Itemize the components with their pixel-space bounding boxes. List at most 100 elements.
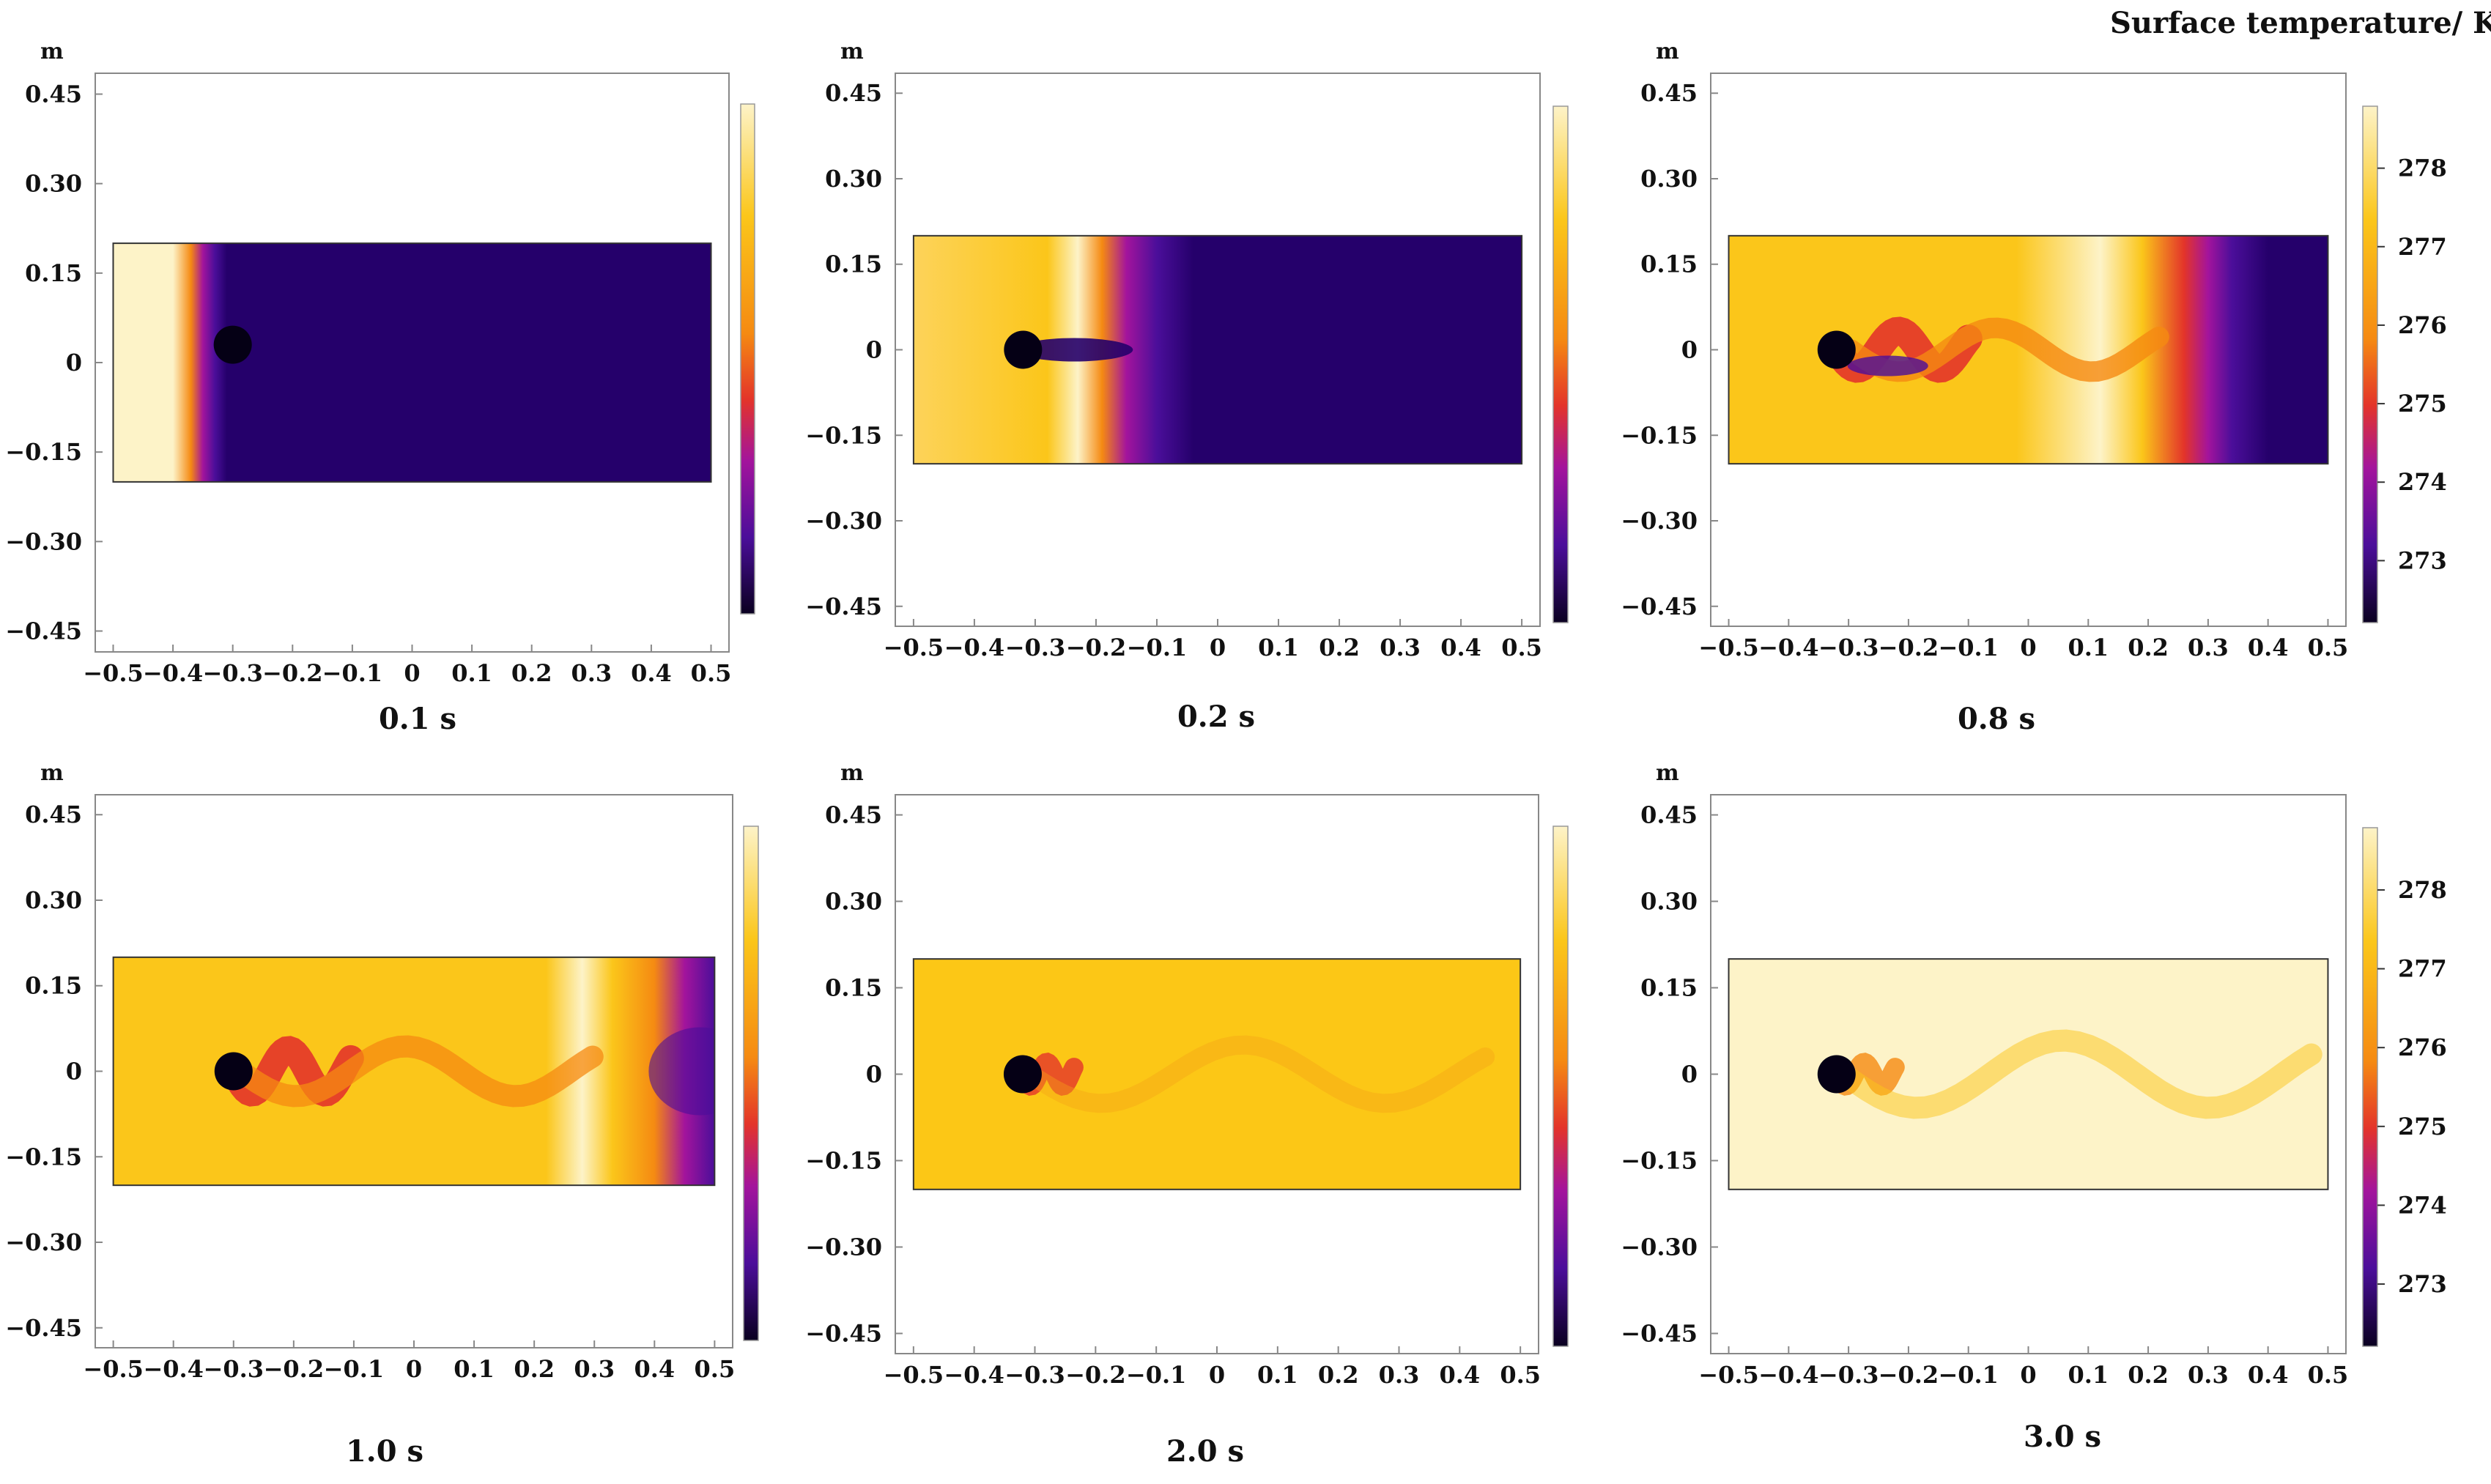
figure-title: Surface temperature/ K xyxy=(2110,6,2491,40)
y-tick-label: −0.15 xyxy=(5,438,82,466)
wake-core xyxy=(1015,338,1133,362)
x-tick-label: 0.2 xyxy=(1318,1361,1359,1389)
field-background xyxy=(113,243,711,482)
y-axis-unit: m xyxy=(40,39,64,64)
x-tick-label: 0.3 xyxy=(1379,1361,1420,1389)
x-tick-label: 0 xyxy=(406,1355,422,1383)
x-tick-label: 0.1 xyxy=(1257,1361,1298,1389)
temperature-field xyxy=(113,957,715,1186)
domain-outline xyxy=(1728,958,2329,1190)
x-tick-label: −0.4 xyxy=(143,659,203,687)
x-tick-label: 0.4 xyxy=(1439,1361,1480,1389)
x-tick-label: 0.4 xyxy=(631,659,672,687)
y-tick-label: 0.45 xyxy=(25,81,82,108)
wake-streak xyxy=(1832,1029,2322,1119)
y-tick-label: 0.30 xyxy=(1640,888,1698,916)
domain-outline xyxy=(912,958,1522,1190)
x-tick-label: 0 xyxy=(2020,634,2036,661)
domain-outline xyxy=(112,242,712,483)
y-tick-label: −0.30 xyxy=(5,527,82,555)
x-tick-label: −0.3 xyxy=(1004,1361,1065,1389)
x-tick-label: −0.1 xyxy=(324,1355,384,1383)
y-tick-label: 0 xyxy=(866,336,882,364)
x-tick-label: −0.5 xyxy=(83,659,143,687)
x-tick-label: 0 xyxy=(2020,1361,2036,1389)
y-tick-label: 0.45 xyxy=(1640,79,1698,107)
x-tick-label: −0.2 xyxy=(1879,1361,1939,1389)
colorbar-tick-label: 274 xyxy=(2398,468,2447,496)
x-tick-label: −0.2 xyxy=(262,659,322,687)
x-tick-label: 0.2 xyxy=(2128,634,2169,661)
colorbar-tick-label: 276 xyxy=(2398,1034,2447,1061)
outlet-cold xyxy=(648,1027,715,1116)
x-tick-label: −0.3 xyxy=(202,659,262,687)
y-axis-unit: m xyxy=(1656,39,1679,64)
y-tick-label: 0.15 xyxy=(25,972,82,1000)
colorbar-tick-label: 277 xyxy=(2398,955,2447,983)
y-axis-unit: m xyxy=(840,39,864,64)
y-tick-label: −0.15 xyxy=(805,421,882,449)
y-tick-label: −0.30 xyxy=(805,507,882,535)
colorbar xyxy=(740,103,755,615)
x-tick-label: −0.5 xyxy=(1698,1361,1758,1389)
y-axis-unit: m xyxy=(840,760,864,786)
y-tick-label: 0 xyxy=(1681,336,1698,364)
y-tick-label: 0 xyxy=(66,349,82,376)
cylinder xyxy=(1003,1055,1042,1094)
panel-2: −0.5 −0.4 −0.3 −0.2 −0.1 0 0.1 0.2 0.3 0.4 0.5 0.45… xyxy=(805,39,1569,734)
y-tick-label: 0.30 xyxy=(1640,165,1698,193)
x-tick-label: 0.1 xyxy=(1258,634,1299,661)
y-tick-label: −0.45 xyxy=(805,1319,882,1347)
colorbar xyxy=(1552,105,1569,623)
y-tick-label: 0.30 xyxy=(25,886,82,914)
x-tick-label: −0.3 xyxy=(204,1355,264,1383)
x-tick-label: 0.2 xyxy=(511,659,552,687)
wake-streak xyxy=(1020,1035,1495,1113)
x-tick-label: −0.4 xyxy=(944,1361,1004,1389)
x-tick-label: −0.3 xyxy=(1818,1361,1879,1389)
colorbar xyxy=(2362,105,2378,623)
colorbar xyxy=(1552,826,1569,1347)
wake-eddy xyxy=(1847,355,1928,376)
x-tick-label: −0.5 xyxy=(884,1361,944,1389)
colorbar-tick-label: 278 xyxy=(2398,155,2447,182)
x-tick-label: −0.2 xyxy=(1066,634,1126,661)
y-tick-label: −0.30 xyxy=(805,1233,882,1261)
x-tick-label: 0.5 xyxy=(1500,1361,1541,1389)
y-tick-label: 0.45 xyxy=(1640,801,1698,829)
x-tick-label: 0 xyxy=(1210,634,1226,661)
x-tick-label: −0.5 xyxy=(884,634,944,661)
y-tick-label: −0.45 xyxy=(5,617,82,645)
x-tick-label: −0.4 xyxy=(143,1355,203,1383)
y-tick-label: 0.30 xyxy=(825,888,882,916)
x-tick-label: −0.1 xyxy=(1938,634,1998,661)
x-tick-label: 0.1 xyxy=(2068,634,2109,661)
y-axis-unit: m xyxy=(1656,760,1679,786)
x-tick-label: 0.3 xyxy=(2188,634,2229,661)
y-tick-label: −0.45 xyxy=(1621,593,1698,620)
x-tick-label: 0.1 xyxy=(454,1355,495,1383)
colorbar-tick-label: 275 xyxy=(2398,1113,2447,1140)
y-tick-label: 0.15 xyxy=(825,251,882,278)
y-tick-label: 0.15 xyxy=(1640,974,1698,1002)
x-tick-label: 0.4 xyxy=(2248,634,2289,661)
y-tick-label: −0.15 xyxy=(1621,421,1698,449)
y-tick-label: 0.30 xyxy=(825,165,882,193)
x-tick-label: −0.4 xyxy=(1758,1361,1818,1389)
panel-6: −0.5 −0.4 −0.3 −0.2 −0.1 0 0.1 0.2 0.3 0.4 0.5 0.45… xyxy=(1621,760,2447,1454)
x-tick-label: −0.4 xyxy=(944,634,1004,661)
y-tick-label: 0.15 xyxy=(1640,251,1698,278)
panel-time-label: 0.2 s xyxy=(1177,700,1255,734)
colorbar-tick-label: 273 xyxy=(2398,546,2447,574)
y-tick-label: −0.45 xyxy=(1621,1319,1698,1347)
y-tick-label: −0.15 xyxy=(805,1146,882,1174)
y-tick-label: 0.45 xyxy=(825,79,882,107)
x-tick-label: 0.4 xyxy=(2248,1361,2289,1389)
x-tick-label: 0.5 xyxy=(2308,1361,2349,1389)
x-tick-label: 0 xyxy=(404,659,420,687)
x-tick-label: 0.1 xyxy=(451,659,492,687)
x-tick-label: 0.5 xyxy=(2308,634,2349,661)
colorbar xyxy=(2362,827,2378,1347)
y-tick-label: 0 xyxy=(1681,1061,1698,1088)
x-tick-label: −0.5 xyxy=(83,1355,143,1383)
